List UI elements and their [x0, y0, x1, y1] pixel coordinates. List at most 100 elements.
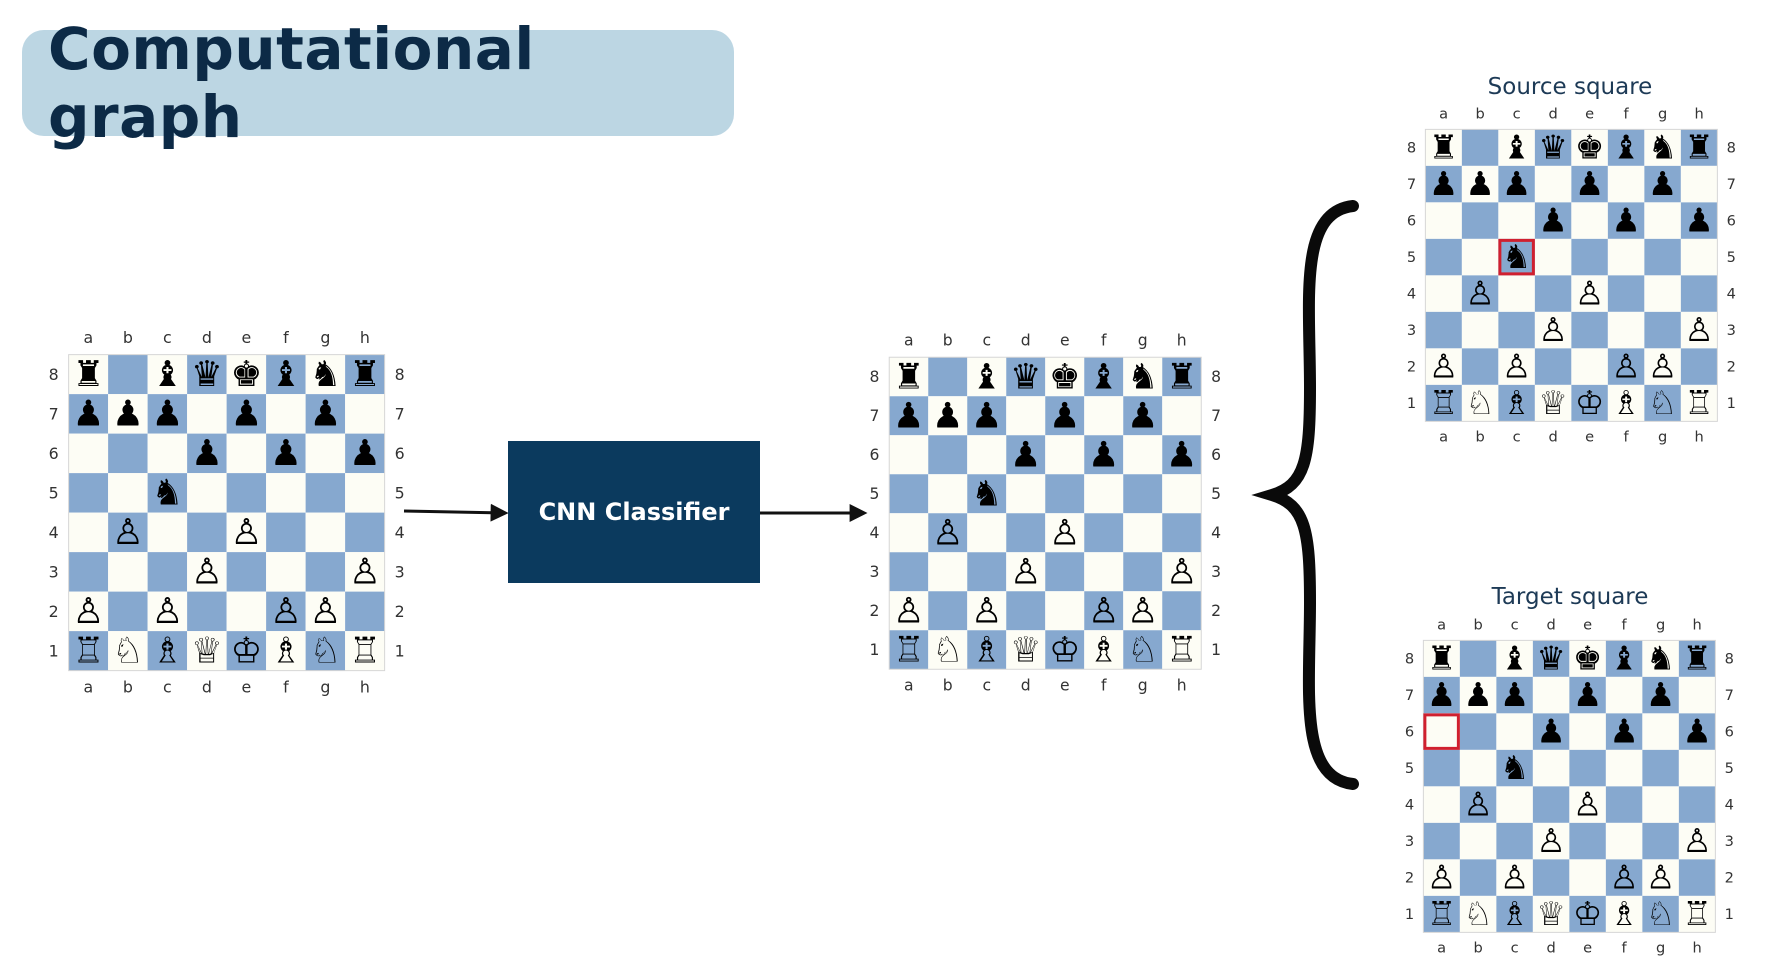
file-label: h	[1694, 428, 1703, 445]
black-bishop-piece: ♝	[1609, 639, 1638, 677]
square-d3	[1006, 552, 1045, 591]
square-h5	[1680, 238, 1717, 275]
square-e5	[1045, 474, 1084, 513]
rank-label: 3	[1404, 833, 1413, 850]
rank-label: 8	[1724, 650, 1733, 667]
file-label: d	[1021, 676, 1031, 694]
square-e6	[1569, 713, 1606, 750]
square-a2	[889, 591, 928, 630]
black-bishop-piece: ♝	[1088, 356, 1119, 397]
square-h2	[1162, 591, 1201, 630]
square-c3	[967, 552, 1006, 591]
square-a3	[69, 552, 109, 592]
black-knight-piece: ♞	[1648, 128, 1677, 166]
square-f3	[266, 552, 306, 592]
white-pawn-piece: ♙	[1502, 347, 1531, 385]
square-c7	[148, 394, 188, 434]
square-f7	[1605, 676, 1642, 713]
file-label: a	[1437, 939, 1446, 956]
square-h1	[1678, 895, 1715, 932]
white-pawn-piece: ♙	[1682, 822, 1711, 860]
square-g6	[1123, 435, 1162, 474]
rank-label: 7	[1211, 407, 1221, 425]
square-d5	[1534, 238, 1571, 275]
square-a8	[1425, 129, 1462, 166]
black-knight-piece: ♞	[1502, 238, 1531, 276]
square-b4	[928, 513, 967, 552]
white-pawn-piece: ♙	[1427, 858, 1456, 896]
file-label: h	[1694, 105, 1703, 122]
square-d3	[1534, 311, 1571, 348]
square-d1	[187, 631, 227, 671]
white-knight-piece: ♘	[1465, 384, 1494, 422]
file-label: g	[1656, 939, 1665, 956]
square-b7	[928, 396, 967, 435]
square-e1	[227, 631, 267, 671]
rank-label: 6	[1404, 723, 1413, 740]
square-c6	[148, 434, 188, 474]
file-label: f	[1621, 939, 1627, 956]
square-h6	[345, 434, 385, 474]
square-b5	[1459, 749, 1496, 786]
square-e6	[1045, 435, 1084, 474]
square-h8	[345, 355, 385, 395]
square-h4	[345, 513, 385, 553]
black-pawn-piece: ♟	[1573, 676, 1602, 714]
square-h3	[345, 552, 385, 592]
black-pawn-piece: ♟	[1538, 201, 1567, 239]
square-g6	[1644, 202, 1681, 239]
file-label: c	[1510, 939, 1518, 956]
square-b2	[1459, 859, 1496, 896]
square-f6	[266, 434, 306, 474]
white-pawn-piece: ♙	[1538, 311, 1567, 349]
black-rook-piece: ♜	[73, 355, 105, 396]
square-c7	[1498, 165, 1535, 202]
square-a2	[69, 592, 109, 632]
white-rook-piece: ♖	[1427, 895, 1456, 933]
square-c4	[148, 513, 188, 553]
square-a4	[1423, 786, 1460, 823]
square-f3	[1607, 311, 1644, 348]
square-h7	[345, 394, 385, 434]
square-g4	[1644, 275, 1681, 312]
square-f5	[266, 473, 306, 513]
black-pawn-piece: ♟	[1166, 434, 1197, 475]
file-label: d	[1548, 428, 1557, 445]
square-d7	[1532, 676, 1569, 713]
square-g4	[1123, 513, 1162, 552]
square-c2	[148, 592, 188, 632]
square-a7	[1425, 165, 1462, 202]
square-g3	[1644, 311, 1681, 348]
black-pawn-piece: ♟	[1049, 395, 1080, 436]
white-pawn-piece: ♙	[1088, 590, 1119, 631]
white-rook-piece: ♖	[893, 629, 924, 670]
rank-label: 2	[1406, 358, 1415, 375]
rank-label: 2	[49, 602, 59, 621]
square-c5	[148, 473, 188, 513]
black-rook-piece: ♜	[893, 356, 924, 397]
black-pawn-piece: ♟	[1684, 201, 1713, 239]
file-label: g	[1658, 428, 1667, 445]
black-pawn-piece: ♟	[231, 394, 263, 435]
square-g2	[1642, 859, 1679, 896]
square-d2	[1532, 859, 1569, 896]
square-b8	[1461, 129, 1498, 166]
square-d8	[1006, 357, 1045, 396]
white-queen-piece: ♕	[1536, 895, 1565, 933]
square-a7	[1423, 676, 1460, 713]
cnn-classifier-block: CNN Classifier	[508, 441, 760, 583]
white-pawn-piece: ♙	[1500, 858, 1529, 896]
square-c8	[1498, 129, 1535, 166]
file-label: b	[1475, 428, 1484, 445]
square-f8	[1605, 640, 1642, 677]
square-e7	[1569, 676, 1606, 713]
white-pawn-piece: ♙	[1049, 512, 1080, 553]
square-a4	[889, 513, 928, 552]
square-h7	[1680, 165, 1717, 202]
white-rook-piece: ♖	[349, 631, 381, 672]
white-knight-piece: ♘	[1127, 629, 1158, 670]
black-pawn-piece: ♟	[152, 394, 184, 435]
file-label: f	[283, 678, 289, 697]
square-a6	[1423, 713, 1460, 750]
black-bishop-piece: ♝	[152, 355, 184, 396]
